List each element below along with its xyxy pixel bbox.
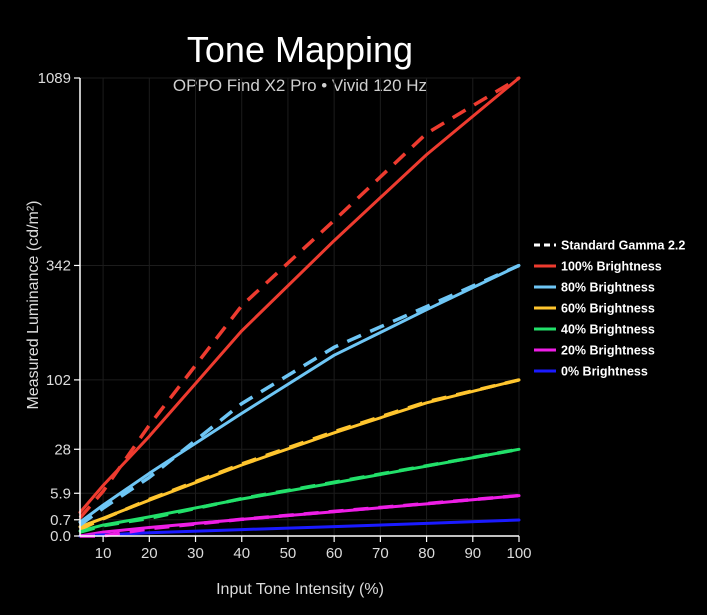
x-tick-labels: 10 20 30 40 50 60 70 80 90 100 — [95, 536, 532, 562]
y-tick-label: 5.9 — [50, 485, 71, 502]
reference-dashed-line-20-brightness — [80, 493, 520, 538]
y-tick-label: 102 — [46, 372, 71, 389]
series-line-60-brightness — [78, 378, 521, 529]
chart-title: Tone Mapping — [187, 29, 413, 70]
chart-subtitle: OPPO Find X2 Pro • Vivid 120 Hz — [173, 76, 427, 95]
x-tick-label: 90 — [464, 545, 481, 562]
y-tick-label: 0.0 — [50, 528, 71, 545]
y-tick-label: 0.7 — [50, 512, 71, 529]
legend-label-80-brightness: 80% Brightness — [561, 281, 655, 295]
x-tick-label: 50 — [280, 545, 297, 562]
y-tick-label: 1089 — [38, 70, 71, 87]
series-line-80-brightness — [78, 264, 521, 524]
series-line-0-brightness — [78, 518, 521, 538]
x-tick-label: 100 — [506, 545, 531, 562]
x-tick-label: 60 — [326, 545, 343, 562]
reference-dashed-line-80-brightness — [78, 263, 520, 527]
series-layer — [78, 76, 521, 538]
reference-dashed-line-60-brightness — [79, 378, 520, 531]
y-axis-label: Measured Luminance (cd/m²) — [25, 201, 42, 410]
x-tick-label: 40 — [233, 545, 250, 562]
y-tick-label: 28 — [54, 441, 71, 458]
x-tick-label: 30 — [187, 545, 204, 562]
legend-label-100-brightness: 100% Brightness — [561, 260, 662, 274]
series-line-100-brightness — [78, 76, 521, 514]
reference-dashed-line-40-brightness — [79, 447, 520, 534]
reference-dashed-line-100-brightness — [78, 76, 520, 519]
y-tick-label: 342 — [46, 257, 71, 274]
x-tick-label: 10 — [95, 545, 112, 562]
legend: Standard Gamma 2.2 100% Brightness 80% Bri… — [534, 239, 685, 379]
x-tick-label: 80 — [418, 545, 435, 562]
legend-label-0-brightness: 0% Brightness — [561, 365, 648, 379]
legend-label-20-brightness: 20% Brightness — [561, 344, 655, 358]
legend-label-standard-gamma-2-2: Standard Gamma 2.2 — [561, 239, 685, 253]
y-tick-labels: 0.00.7 5.9 28 102 342 1089 — [38, 70, 80, 545]
legend-label-40-brightness: 40% Brightness — [561, 323, 655, 337]
x-axis-label: Input Tone Intensity (%) — [216, 581, 384, 598]
x-tick-label: 20 — [141, 545, 158, 562]
x-tick-label: 70 — [372, 545, 389, 562]
legend-label-60-brightness: 60% Brightness — [561, 302, 655, 316]
grid-layer — [80, 77, 520, 536]
